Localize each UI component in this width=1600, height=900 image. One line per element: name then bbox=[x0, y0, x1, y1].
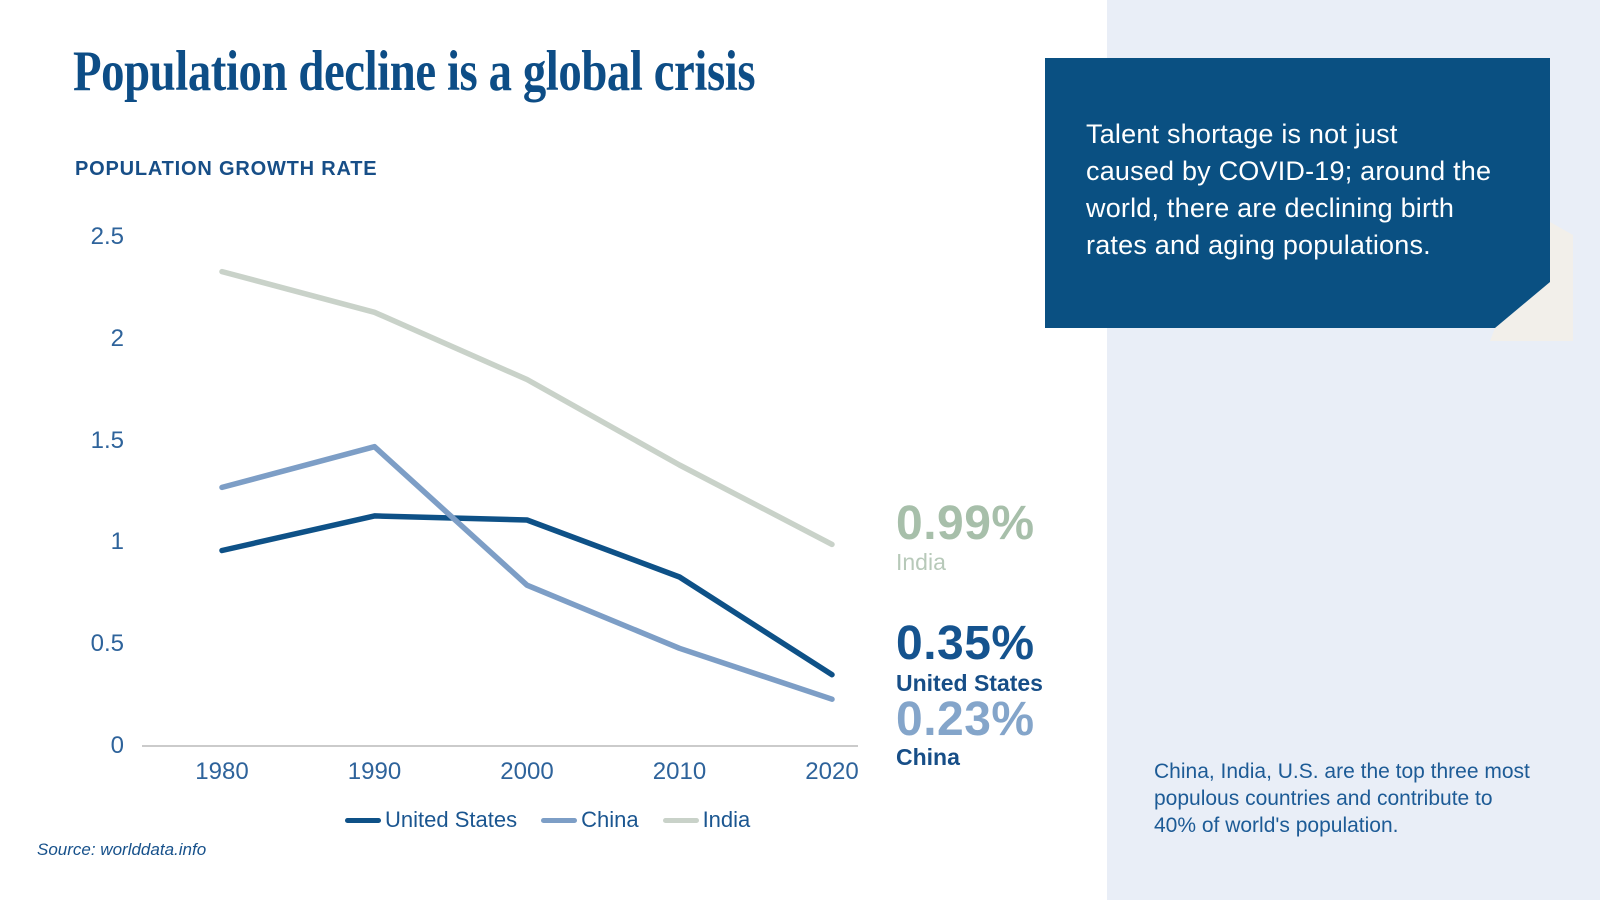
y-tick-label: 1.5 bbox=[90, 426, 124, 454]
china-series-label: China bbox=[896, 744, 960, 770]
y-tick-label: 2 bbox=[110, 324, 124, 352]
series-line-united-states bbox=[219, 513, 835, 678]
x-tick-label: 2000 bbox=[500, 758, 554, 785]
legend-label: India bbox=[702, 807, 751, 832]
source-credit: Source: worlddata.info bbox=[37, 840, 207, 859]
y-tick-label: 0.5 bbox=[90, 630, 124, 658]
x-tick-label: 2010 bbox=[652, 758, 707, 785]
us-series-label: United States bbox=[896, 670, 1043, 696]
y-tick-label: 2.5 bbox=[90, 223, 124, 250]
legend-label: United States bbox=[385, 807, 518, 832]
legend-swatch bbox=[345, 817, 381, 823]
x-tick-label: 2020 bbox=[805, 758, 859, 785]
us-value-label: 0.35% bbox=[896, 617, 1035, 670]
series-line-china bbox=[219, 443, 835, 702]
legend-swatch bbox=[662, 817, 699, 823]
y-tick-label: 0 bbox=[110, 732, 124, 759]
y-tick-label: 1 bbox=[110, 528, 124, 556]
population-note: China, India, U.S. are the top three mos… bbox=[1154, 760, 1530, 837]
x-tick-label: 1990 bbox=[347, 758, 402, 785]
legend-item-united-states: United States bbox=[345, 807, 517, 833]
legend-item-india: India bbox=[662, 807, 751, 833]
page-title: Population decline is a global crisis bbox=[73, 40, 756, 103]
india-series-label: India bbox=[896, 549, 946, 575]
legend-item-china: China bbox=[541, 807, 639, 833]
china-value-label: 0.23% bbox=[896, 693, 1035, 746]
x-tick-label: 1980 bbox=[195, 758, 249, 785]
series-line-india bbox=[219, 268, 835, 548]
callout-text: Talent shortage is not just caused by COV… bbox=[1086, 119, 1492, 260]
chart-heading: POPULATION GROWTH RATE bbox=[75, 158, 378, 180]
line-chart bbox=[142, 268, 858, 747]
chart-legend: United States China India bbox=[345, 806, 750, 834]
india-value-label: 0.99% bbox=[896, 497, 1035, 550]
legend-label: China bbox=[581, 807, 639, 832]
callout-box: Talent shortage is not just caused by COV… bbox=[1045, 58, 1550, 328]
legend-swatch bbox=[541, 817, 578, 823]
